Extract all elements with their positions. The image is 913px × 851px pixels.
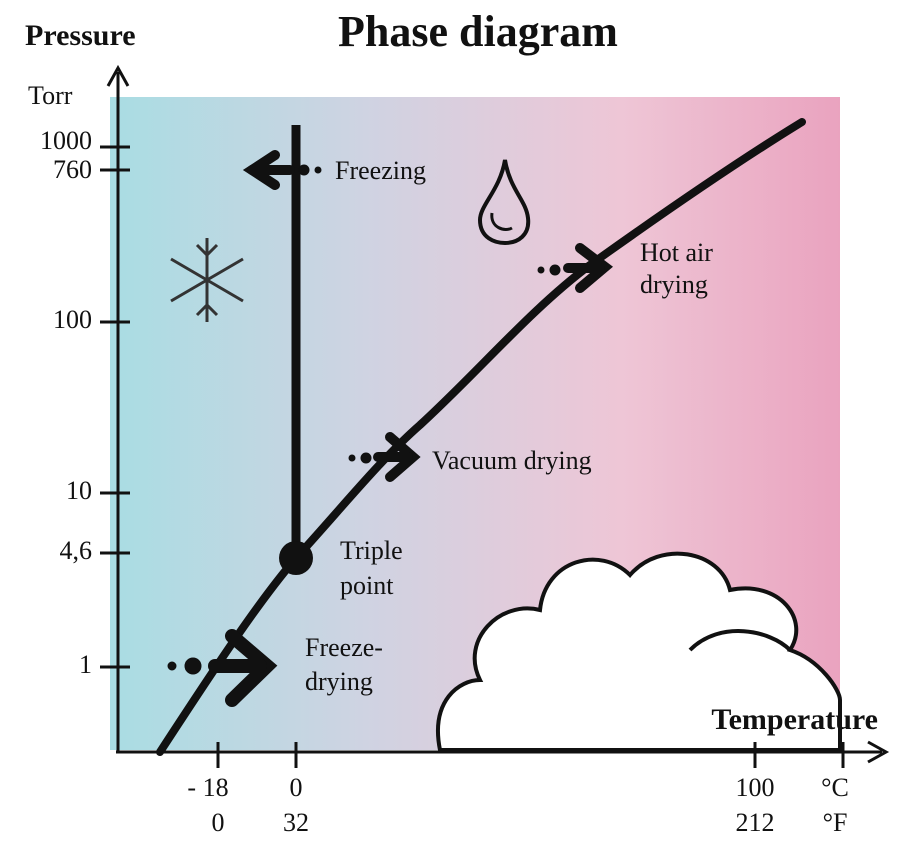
y-label: 1000 [40,126,92,155]
x-label-fahrenheit: °F [823,808,848,837]
annotation: Freezing [335,156,426,185]
dot [349,455,355,461]
y-label: 100 [53,305,92,334]
dot [550,265,560,275]
dot [185,658,201,674]
dot [315,167,321,173]
annotation: drying [640,270,708,299]
y-axis-title: Pressure [25,19,136,52]
annotation: point [340,571,394,600]
y-label: 4,6 [60,536,93,565]
dot [168,662,176,670]
y-unit: Torr [28,81,73,110]
x-label-celsius: - 18 [187,773,228,802]
dot [538,267,544,273]
phase-diagram: Pressure Phase diagram Torr 1000 760 100… [0,0,913,851]
x-label-fahrenheit: 212 [736,808,775,837]
x-label-fahrenheit: 32 [283,808,309,837]
y-label: 10 [66,476,92,505]
y-label: 760 [53,155,92,184]
x-axis-title: Temperature [711,703,878,736]
x-label-celsius: 0 [290,773,303,802]
dot [299,165,309,175]
x-label-fahrenheit: 0 [212,808,225,837]
annotation: Vacuum drying [432,446,592,475]
y-label: 1 [79,650,92,679]
annotation: drying [305,667,373,696]
x-label-celsius: 100 [736,773,775,802]
triple-point [279,541,313,575]
annotation: Triple [340,536,403,565]
title: Phase diagram [338,7,618,56]
annotation: Hot air [640,238,713,267]
dot [361,453,371,463]
annotation: Freeze- [305,633,383,662]
x-label-celsius: °C [821,773,849,802]
